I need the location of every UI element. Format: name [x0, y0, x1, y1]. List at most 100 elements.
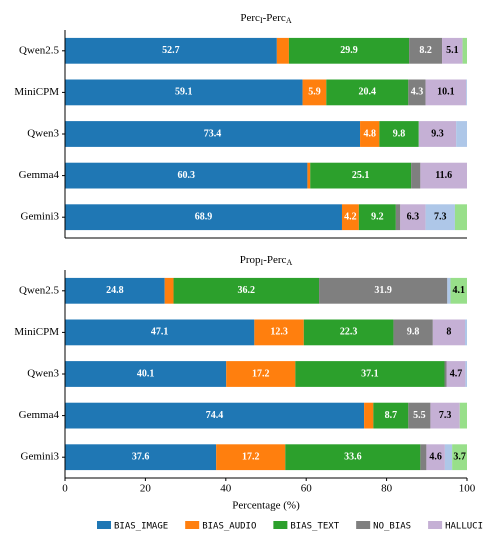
bar-segment	[295, 361, 445, 387]
title-part: -Perc	[263, 12, 286, 24]
value-label: 47.1	[151, 327, 169, 338]
value-label: 37.1	[361, 368, 379, 379]
value-label: 17.2	[252, 368, 270, 379]
value-label: 5.9	[308, 87, 321, 98]
y-tick-label: Qwen2.5	[19, 44, 60, 56]
x-tick-label: 60	[301, 483, 313, 495]
bar-segment	[65, 319, 255, 346]
value-label: 20.4	[359, 87, 377, 98]
bar-segment	[285, 444, 421, 471]
bar-segment	[254, 319, 304, 346]
value-label: 8.7	[385, 410, 398, 421]
value-label: 7.3	[434, 211, 447, 222]
value-label: 11.6	[435, 170, 452, 181]
x-tick-label: 80	[381, 483, 393, 495]
value-label: 36.2	[238, 285, 256, 296]
bar-segment	[425, 204, 455, 231]
value-label: 60.3	[177, 170, 195, 181]
y-tick-label: MiniCPM	[14, 326, 59, 338]
value-label: 22.3	[340, 327, 358, 338]
value-label: 4.8	[363, 128, 376, 139]
chart-title: PropI-PercA	[240, 254, 293, 267]
bar-segment	[307, 162, 311, 189]
bar-segment	[303, 319, 394, 346]
value-label: 4.6	[429, 451, 442, 462]
value-label: 68.9	[195, 211, 213, 222]
bar-segment	[65, 361, 227, 387]
y-tick-label: Qwen3	[27, 368, 59, 380]
bar-segment	[400, 204, 426, 231]
bar-segment	[411, 162, 421, 189]
value-label: 17.2	[242, 451, 260, 462]
bar-segment	[425, 79, 467, 106]
value-label: 40.1	[137, 368, 155, 379]
value-label: 8	[446, 327, 451, 338]
bar-segment	[360, 121, 380, 147]
bar-segment	[464, 319, 467, 346]
legend-label: HALLUCINA	[445, 522, 483, 532]
bar-segment	[454, 204, 467, 231]
legend-label: BIAS_IMAGE	[114, 522, 168, 532]
value-label: 5.5	[413, 410, 426, 421]
y-tick-label: Gemini3	[21, 211, 60, 223]
value-label: 9.3	[431, 128, 444, 139]
value-label: 5.1	[446, 45, 459, 56]
bar-segment	[326, 79, 409, 106]
value-label: 4.1	[453, 285, 466, 296]
legend-swatch	[97, 521, 111, 529]
bar-segment	[456, 121, 467, 147]
bar-segment	[164, 277, 174, 304]
value-label: 12.3	[270, 327, 288, 338]
bar-segment	[409, 37, 443, 64]
bar-segment	[420, 162, 467, 189]
value-label: 9.8	[393, 128, 406, 139]
y-tick-label: Gemma4	[19, 169, 60, 181]
bar-segment	[462, 37, 467, 64]
bar-segment	[65, 37, 277, 64]
value-label: 6.3	[407, 211, 420, 222]
title-part: I	[260, 16, 263, 25]
legend-swatch	[428, 521, 443, 529]
bar-segment	[65, 79, 303, 106]
title-part: A	[286, 258, 292, 267]
y-tick-label: Gemma4	[19, 409, 60, 421]
bar-segment	[444, 361, 447, 387]
chart-title: PercI-PercA	[240, 12, 291, 25]
legend-label: NO_BIAS	[373, 522, 411, 532]
x-axis-label: Percentage (%)	[232, 500, 300, 512]
bar-segment	[430, 402, 460, 429]
y-tick-label: MiniCPM	[14, 86, 59, 98]
value-label: 9.8	[407, 327, 420, 338]
bar-segment	[444, 444, 453, 471]
bar-segment	[408, 402, 431, 429]
value-label: 25.1	[352, 170, 370, 181]
legend-label: BIAS_TEXT	[290, 522, 339, 532]
bar-segment	[442, 37, 463, 64]
x-tick-label: 100	[459, 483, 476, 495]
bar-segment	[319, 277, 448, 304]
bar-segment	[393, 319, 433, 346]
x-tick-label: 0	[62, 483, 68, 495]
bar-segment	[302, 79, 327, 106]
title-part: Perc	[240, 12, 260, 24]
bar-segment	[373, 402, 409, 429]
title-part: Prop	[240, 254, 261, 266]
bar-segment	[447, 277, 451, 304]
bar-segment	[341, 204, 359, 231]
bar-segment	[450, 277, 467, 304]
bar-segment	[65, 204, 342, 231]
title-part: A	[286, 16, 292, 25]
value-label: 74.4	[206, 410, 224, 421]
x-tick-label: 20	[140, 483, 152, 495]
bar-segment	[364, 402, 374, 429]
bar-segment	[466, 79, 467, 106]
bar-segment	[65, 121, 361, 147]
value-label: 73.4	[204, 128, 222, 139]
value-label: 3.7	[453, 451, 466, 462]
value-label: 10.1	[437, 87, 455, 98]
value-label: 37.6	[132, 451, 150, 462]
title-part: -Perc	[263, 254, 286, 266]
value-label: 7.3	[439, 410, 452, 421]
value-label: 24.8	[106, 285, 124, 296]
